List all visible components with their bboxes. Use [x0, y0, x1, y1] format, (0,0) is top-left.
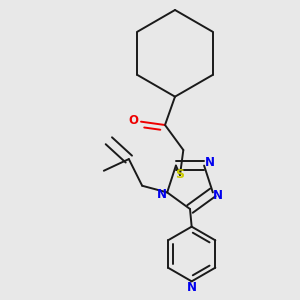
Text: N: N [187, 281, 197, 294]
Text: N: N [157, 188, 167, 201]
Text: N: N [213, 189, 223, 202]
Text: N: N [204, 156, 214, 170]
Text: S: S [176, 169, 184, 182]
Text: O: O [129, 114, 139, 127]
